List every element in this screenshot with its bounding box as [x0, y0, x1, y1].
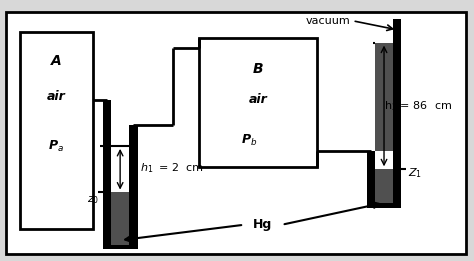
Bar [111, 99, 129, 146]
Bar [111, 146, 129, 192]
Bar [366, 203, 401, 208]
Text: = 2  cm: = 2 cm [159, 163, 203, 173]
Text: h$_2$ = 86  cm: h$_2$ = 86 cm [384, 99, 453, 113]
Text: Z$_1$: Z$_1$ [408, 166, 422, 180]
Text: air: air [47, 90, 66, 103]
Text: air: air [249, 93, 268, 106]
Bar [111, 125, 129, 192]
Text: B: B [253, 62, 264, 75]
Bar [375, 24, 393, 43]
Text: z$_0$: z$_0$ [87, 194, 100, 206]
Bar [393, 20, 401, 208]
Text: P$_a$: P$_a$ [48, 138, 64, 153]
Bar [129, 125, 137, 249]
Text: vacuum: vacuum [305, 16, 350, 26]
Bar [366, 151, 375, 208]
Bar [375, 151, 393, 169]
Text: P$_b$: P$_b$ [241, 133, 257, 149]
Bar [375, 43, 393, 169]
Text: A: A [51, 54, 62, 68]
Bar [199, 38, 317, 167]
Bar [20, 32, 93, 229]
Text: Hg: Hg [253, 218, 273, 231]
Bar [375, 169, 393, 203]
Text: h$_1$: h$_1$ [140, 161, 154, 175]
Bar [103, 245, 137, 249]
Bar [103, 99, 111, 249]
Bar [111, 192, 129, 245]
